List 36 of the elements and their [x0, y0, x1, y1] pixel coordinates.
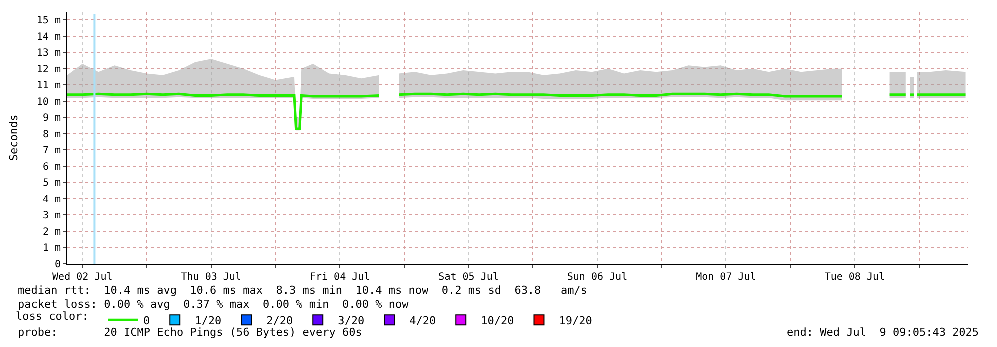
y-tick-label: 10 m — [36, 96, 61, 108]
legend-label: 3/20 — [338, 314, 365, 328]
legend-label: 4/20 — [410, 314, 436, 328]
legend-title: loss color: — [16, 310, 96, 323]
x-tick-label: Thu 03 Jul — [181, 272, 242, 283]
x-tick-label: Sun 06 Jul — [567, 272, 628, 283]
y-tick-label: 12 m — [36, 64, 61, 76]
x-tick-label: Tue 08 Jul — [824, 272, 886, 283]
y-tick-label: 6 m — [42, 162, 61, 173]
y-tick-label: 11 m — [36, 80, 61, 92]
text: median rtt: 10.4 ms avg 10.6 ms max 8.3 ms min 10.4 ms now 0.2 ms sd 63.8 am/s — [18, 284, 588, 297]
y-tick-label: 0 — [54, 260, 61, 270]
y-tick-label: 5 m — [42, 178, 61, 190]
x-tick-label: Fri 04 Jul — [310, 272, 370, 283]
y-tick-label: 2 m — [42, 226, 61, 238]
legend-label: 0 — [143, 314, 150, 328]
y-tick-label: 13 m — [36, 48, 61, 60]
y-axis-title: Seconds — [8, 114, 21, 162]
y-tick-label: 7 m — [42, 146, 61, 157]
text: packet loss: 0.00 % avg 0.37 % max 0.00 % min 0.00 % now — [18, 298, 410, 311]
legend-label: 10/20 — [481, 314, 514, 328]
x-tick-label: Mon 07 Jul — [696, 272, 756, 283]
y-tick-label: 15 m — [36, 16, 61, 27]
x-tick-label: Wed 02 Jul — [52, 272, 113, 283]
text: end: Wed Jul 9 09:05:43 2025 — [787, 326, 980, 339]
legend-label: 19/20 — [559, 314, 592, 328]
y-tick-label: 9 m — [42, 113, 61, 124]
y-tick-label: 14 m — [36, 32, 61, 43]
x-tick-label: Sat 05 Jul — [438, 272, 499, 283]
y-tick-label: 3 m — [42, 210, 61, 222]
legend-label: 2/20 — [266, 314, 294, 328]
y-tick-label: 4 m — [42, 194, 61, 206]
text: probe: 20 ICMP Echo Pings (56 Bytes) every 60s — [18, 326, 362, 339]
y-tick-label: 8 m — [42, 129, 61, 140]
y-tick-label: 1 m — [42, 243, 61, 254]
legend-label: 1/20 — [195, 314, 222, 328]
